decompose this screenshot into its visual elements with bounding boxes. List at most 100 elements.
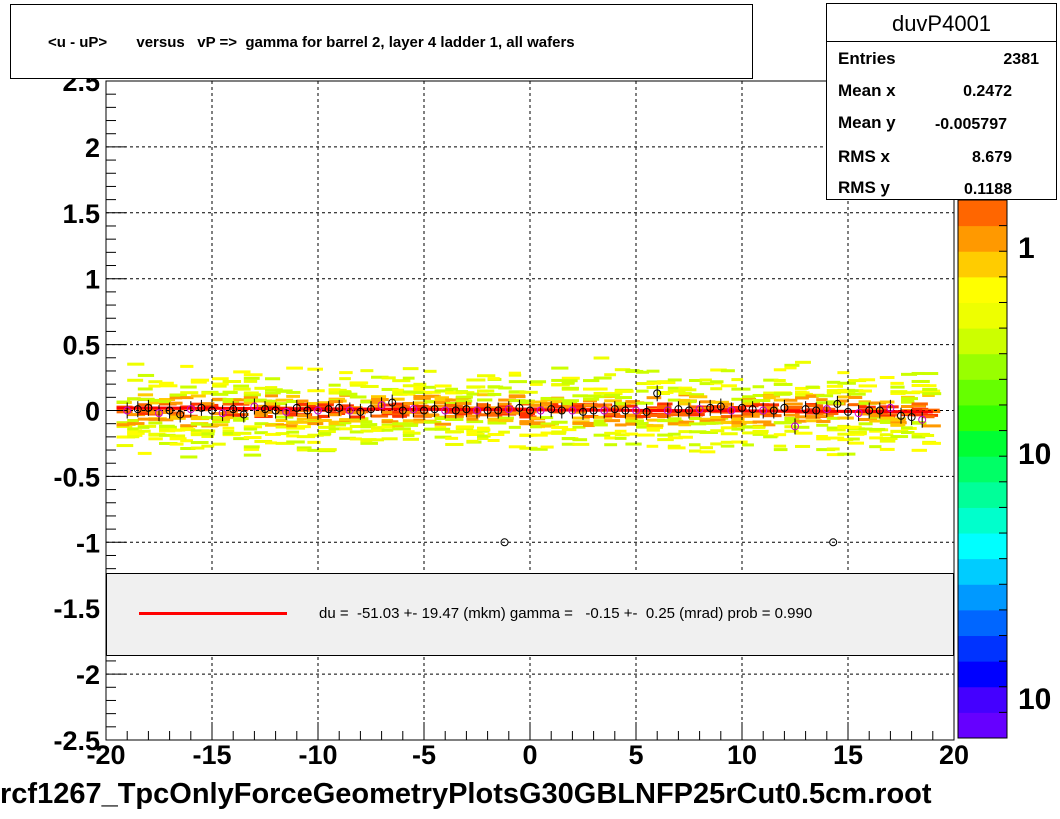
histogram-cell [498,386,512,390]
histogram-cell [201,391,219,395]
histogram-cell [243,395,259,399]
histogram-cell [137,417,150,421]
histogram-cell [318,419,332,423]
histogram-cell [742,412,754,416]
histogram-cell [265,388,283,392]
histogram-cell [318,432,332,436]
profile-point [345,406,354,415]
histogram-cell [148,410,168,414]
histogram-cell [826,428,846,432]
histogram-cell [795,419,807,423]
histogram-cell [434,426,447,430]
histogram-cell [159,409,173,413]
histogram-cell [816,414,834,418]
histogram-cell [212,442,226,446]
histogram-cell [275,425,292,429]
histogram-cell [625,419,644,423]
histogram-cell [720,426,737,430]
histogram-cell [466,420,484,424]
histogram-cell [318,430,336,434]
histogram-cell [816,419,831,423]
histogram-cell [127,397,141,401]
profile-point [451,406,460,415]
histogram-cell [487,406,503,410]
histogram-cell [402,376,415,380]
histogram-cell [922,387,938,391]
histogram-cell [667,422,680,426]
histogram-cell [784,420,802,424]
histogram-cell [137,412,154,416]
histogram-cell [625,400,640,404]
histogram-cell [657,433,673,437]
histogram-cell [837,438,854,442]
histogram-cell [318,448,337,452]
histogram-cell [296,448,312,452]
histogram-cell [212,423,229,427]
histogram-cell [752,399,771,403]
histogram-cell [625,421,639,425]
histogram-cell [869,427,886,431]
histogram-cell [243,453,262,457]
histogram-cell [826,389,840,393]
histogram-cell [731,427,745,431]
histogram-cell [710,429,725,433]
histogram-cell [434,435,452,439]
histogram-cell [180,439,194,443]
histogram-cell [540,431,555,435]
histogram-cell [137,373,155,377]
histogram-cell [540,422,559,426]
histogram-cell [858,422,873,426]
histogram-cell [148,384,161,388]
histogram-cell [731,417,745,421]
histogram-cell [784,425,797,429]
histogram-cell [243,393,261,397]
profile-point [473,406,481,415]
histogram-cell [604,431,621,435]
histogram-cell [604,443,618,447]
histogram-cell [180,447,196,451]
histogram-cell [455,412,468,416]
histogram-cell [911,402,928,406]
histogram-cell [667,444,681,448]
histogram-cell [328,427,341,431]
histogram-cell [159,402,177,406]
histogram-cell [201,434,214,438]
histogram-cell [477,436,489,440]
histogram-cell [710,405,729,409]
histogram-cell [869,401,887,405]
histogram-cell [731,378,744,382]
profile-point [610,405,619,414]
histogram-cell [922,393,935,397]
histogram-cell [233,431,252,435]
histogram-cell [678,391,692,395]
histogram-cell [879,418,896,422]
histogram-cell [742,414,760,418]
histogram-cell [498,412,517,416]
stat-label-rms-y: RMS y [838,178,890,197]
histogram-cell [371,414,389,418]
profile-point [738,403,746,412]
histogram-cell [381,437,398,441]
histogram-cell [201,402,214,406]
histogram-cell [328,391,342,395]
histogram-cell [222,410,236,414]
histogram-cell [180,414,198,418]
histogram-cell [445,404,463,408]
stat-value-mean-x: 0.2472 [963,83,1012,100]
histogram-cell [848,441,865,445]
histogram-cell [328,383,341,387]
histogram-cell [636,370,650,374]
histogram-cell [551,383,569,387]
histogram-cell [593,376,612,380]
histogram-cell [307,416,322,420]
histogram-cell [816,448,836,452]
histogram-cell [710,421,724,425]
histogram-cell [848,425,862,429]
palette-band [958,225,1007,252]
histogram-cell [561,405,574,409]
histogram-cell [625,442,642,446]
profile-point [557,406,566,415]
histogram-cell [307,433,324,437]
histogram-cell [911,371,925,375]
profile-point [229,405,238,414]
